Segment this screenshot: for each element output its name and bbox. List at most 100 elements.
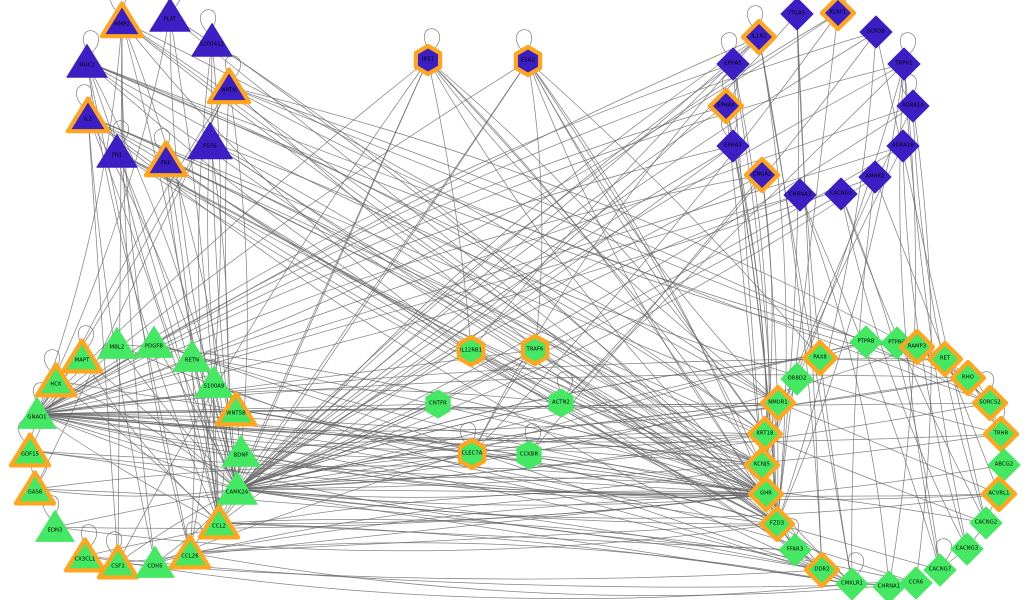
hexagon-shape [413, 43, 443, 77]
graph-edge [36, 389, 562, 415]
graph-edge [84, 490, 767, 557]
self-loop-edge [80, 524, 97, 549]
graph-edge [209, 141, 763, 466]
graph-edge [776, 13, 800, 525]
diamond-shape [780, 362, 814, 396]
graph-edge [209, 141, 767, 495]
graph-edge [207, 141, 238, 490]
graph-edge [236, 350, 472, 490]
graph-edge [527, 60, 778, 525]
graph-edge [471, 453, 767, 495]
graph-edge [527, 60, 763, 466]
graph-edge [36, 413, 220, 524]
graph-node-epha5[interactable]: EPHA5 [709, 40, 757, 88]
triangle-shape [187, 122, 233, 160]
graph-edge [236, 433, 766, 490]
graph-edge [236, 402, 991, 490]
triangle-shape [206, 67, 252, 105]
triangle-shape [135, 545, 175, 578]
triangle-shape [34, 362, 78, 398]
triangle-shape [214, 391, 258, 427]
graph-edge [209, 141, 766, 435]
graph-edge [189, 542, 853, 585]
triangle-shape [63, 537, 107, 573]
graph-edge [213, 382, 778, 525]
graph-node-muc1[interactable]: MUC1 [60, 35, 114, 89]
graph-edge [776, 31, 877, 525]
diamond-shape [898, 328, 936, 366]
graph-edge [840, 193, 987, 524]
triangle-shape [172, 339, 212, 372]
graph-edge [218, 60, 529, 524]
graph-edge [758, 36, 853, 585]
self-loop-edge [224, 55, 241, 80]
graph-node-ccr6[interactable]: CCR6 [892, 559, 940, 600]
graph-edge [116, 151, 763, 466]
graph-edge [218, 522, 853, 585]
self-loop-edge [721, 32, 738, 57]
diamond-shape [886, 129, 920, 163]
graph-node-cntfr[interactable]: CNTFR [416, 382, 460, 426]
graph-node-fn1[interactable]: FN1 [90, 125, 144, 179]
diamond-shape [835, 567, 869, 600]
graph-node-actn2[interactable]: ACTN2 [539, 381, 583, 425]
self-loop-edge [524, 423, 541, 448]
graph-edge [36, 12, 839, 415]
triangle-shape [99, 1, 145, 39]
graph-edge [225, 86, 238, 490]
graph-node-cacng1[interactable]: CACNG1 [817, 170, 865, 218]
graph-edge [761, 174, 779, 525]
self-loop-edge [200, 9, 217, 34]
graph-edge [796, 13, 853, 585]
graph-edge [29, 450, 1000, 497]
graph-edge [236, 464, 1005, 506]
graph-edge [116, 343, 473, 455]
graph-edge [211, 40, 767, 495]
self-loop-edge [899, 32, 916, 57]
graph-edge [236, 403, 439, 490]
graph-edge [117, 493, 767, 564]
self-loop-edge [423, 28, 440, 53]
graph-node-ccl26[interactable]: CCL26 [164, 527, 216, 579]
graph-edge [36, 15, 171, 415]
graph-edge [209, 141, 229, 524]
self-loop-edge [106, 531, 123, 556]
graph-edge [55, 380, 220, 524]
graph-edge [36, 413, 1000, 500]
graph-edge [236, 402, 779, 490]
self-loop-edge [82, 30, 99, 55]
diamond-shape [716, 47, 750, 81]
diamond-shape [740, 18, 778, 56]
graph-node-trpv1[interactable]: TRPV1 [880, 40, 928, 88]
graph-edge [236, 31, 877, 490]
graph-edge [36, 402, 779, 415]
self-loop-edge [747, 5, 764, 30]
self-loop-edge [77, 325, 94, 350]
diamond-shape [899, 566, 933, 600]
graph-edge [236, 433, 1002, 490]
graph-edge [116, 151, 220, 524]
graph-node-frk[interactable]: FRK [139, 133, 193, 187]
graph-edge [189, 552, 917, 596]
graph-node-cckbr[interactable]: CCKBR [507, 433, 551, 477]
graph-node-clec7a[interactable]: CLEC7A [450, 432, 494, 476]
graph-node-traf6[interactable]: TRAF6 [513, 328, 557, 372]
graph-edge [874, 176, 1000, 495]
graph-edge [34, 465, 767, 495]
graph-edge [36, 413, 763, 466]
diamond-shape [980, 475, 1018, 513]
graph-node-il12rb1[interactable]: IL12RB1 [449, 329, 493, 373]
graph-edge [471, 36, 760, 455]
graph-node-esr2[interactable]: ESR2 [506, 39, 550, 83]
diamond-shape [780, 0, 814, 31]
graph-edge [87, 115, 1000, 495]
graph-edge [36, 413, 853, 585]
graph-edge [189, 523, 778, 554]
graph-edge [55, 380, 238, 490]
triangle-shape [134, 325, 174, 358]
graph-node-nrtn[interactable]: NRTN [202, 60, 256, 114]
diamond-shape [819, 0, 857, 32]
graph-node-irs1[interactable]: IRS1 [406, 38, 450, 82]
graph-edge [36, 402, 991, 415]
